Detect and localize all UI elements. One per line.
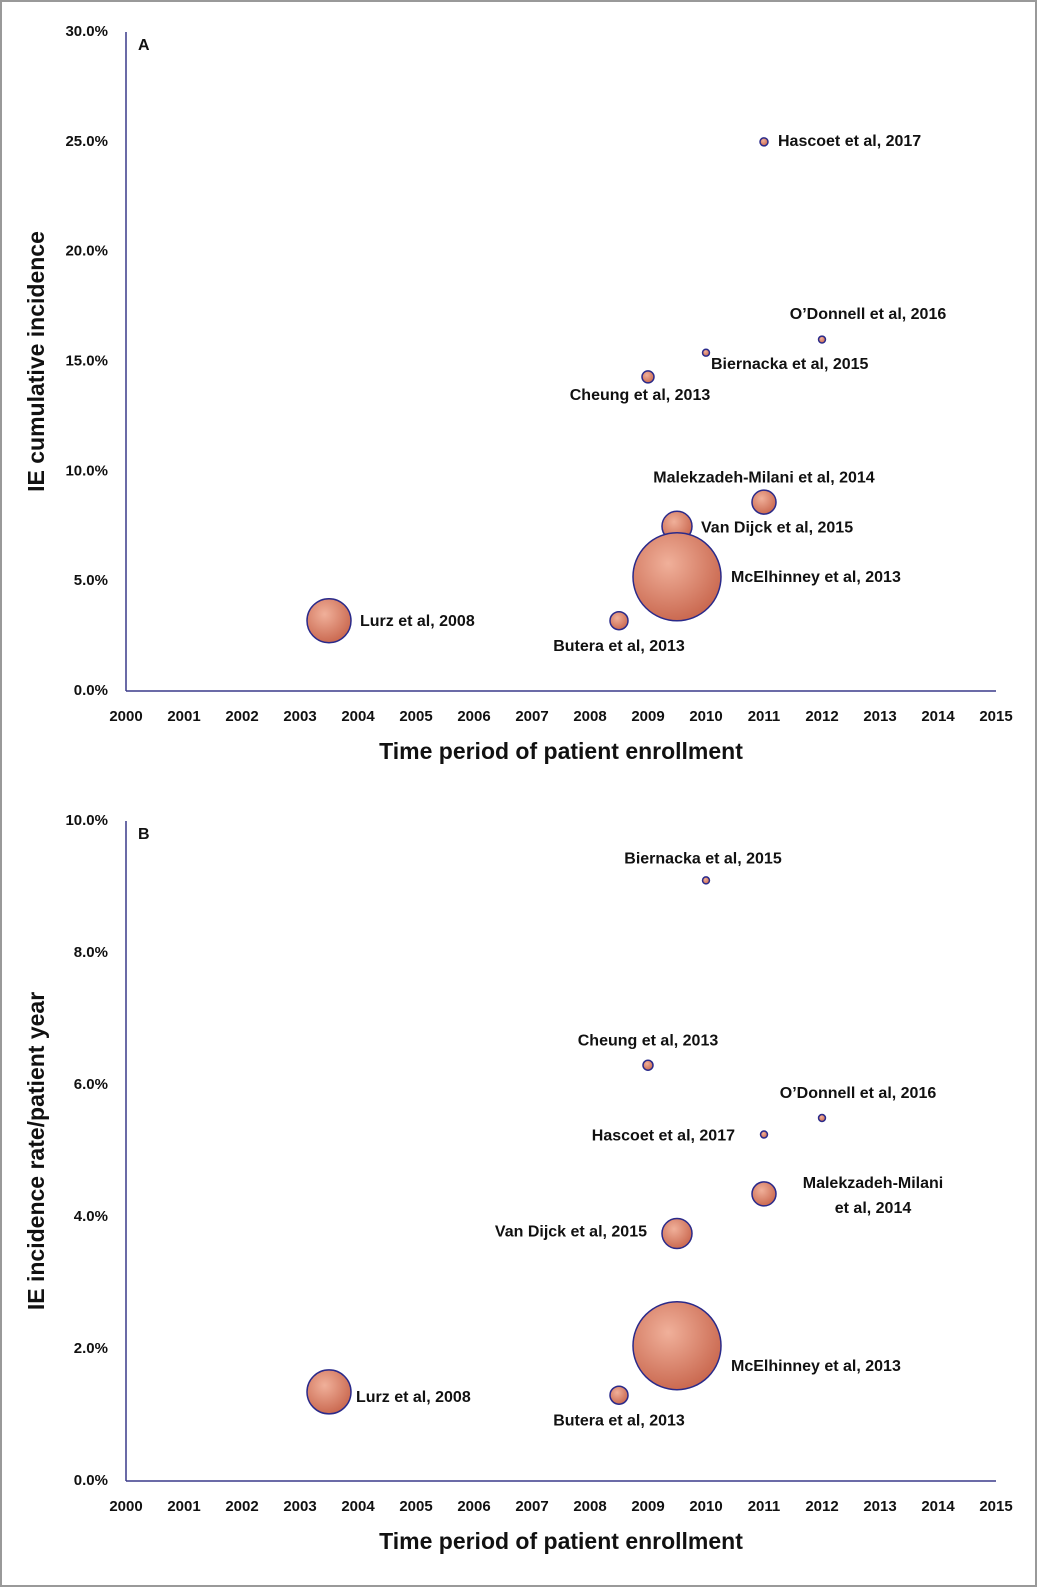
y-tick-label: 4.0% [74,1208,108,1225]
bubble [641,370,655,384]
point-label: Lurz et al, 2008 [356,1389,471,1406]
point-label: O’Donnell et al, 2016 [780,1085,937,1102]
point-label: Van Dijck et al, 2015 [495,1224,647,1241]
bubble [306,597,352,644]
x-tick-label: 2015 [979,1498,1012,1515]
x-tick-label: 2006 [457,1498,490,1515]
point-label: McElhinney et al, 2013 [731,1358,901,1375]
x-tick-label: 2009 [631,1498,664,1515]
bubble [701,348,711,357]
x-tick-label: 2001 [167,708,200,725]
y-tick-label: 10.0% [65,812,108,829]
x-axis-title: Time period of patient enrollment [379,1528,743,1554]
point-label: Biernacka et al, 2015 [624,851,782,868]
x-tick-label: 2009 [631,708,664,725]
y-tick-label: 8.0% [74,944,108,961]
x-tick-label: 2003 [283,1498,316,1515]
y-axis-title: IE cumulative incidence [23,231,49,492]
x-tick-label: 2000 [109,1498,142,1515]
y-tick-label: 30.0% [65,23,108,40]
bubble [751,1181,777,1207]
x-tick-label: 2001 [167,1498,200,1515]
bubble [642,1059,654,1071]
point-label: Lurz et al, 2008 [360,613,475,630]
x-tick-label: 2007 [515,1498,548,1515]
point-label: Malekzadeh-Milani [803,1175,943,1192]
x-tick-label: 2005 [399,708,432,725]
point-label: Biernacka et al, 2015 [711,356,869,373]
x-tick-label: 2015 [979,708,1012,725]
y-tick-label: 2.0% [74,1340,108,1357]
bubble [306,1369,352,1415]
x-tick-label: 2012 [805,708,838,725]
x-tick-label: 2014 [921,1498,955,1515]
point-label: McElhinney et al, 2013 [731,569,901,586]
y-tick-label: 20.0% [65,243,108,260]
x-tick-label: 2004 [341,708,375,725]
x-tick-label: 2010 [689,1498,722,1515]
point-label: Malekzadeh-Milani et al, 2014 [653,469,875,486]
y-tick-label: 5.0% [74,572,108,589]
bubble [751,489,777,515]
bubble [609,610,629,631]
point-label: et al, 2014 [835,1200,912,1217]
bubble [817,335,827,344]
panel-label: A [138,37,150,54]
x-tick-label: 2008 [573,708,606,725]
y-axis-title: IE incidence rate/patient year [23,992,49,1310]
y-tick-label: 6.0% [74,1076,108,1093]
y-tick-label: 25.0% [65,133,108,150]
x-tick-label: 2008 [573,1498,606,1515]
point-label: Butera et al, 2013 [553,1412,685,1429]
x-axis-title: Time period of patient enrollment [379,738,743,764]
bubble [661,1217,693,1250]
x-tick-label: 2013 [863,708,896,725]
bubble [701,876,711,885]
y-tick-label: 10.0% [65,462,108,479]
x-tick-label: 2000 [109,708,142,725]
point-label: Cheung et al, 2013 [578,1032,719,1049]
x-tick-label: 2013 [863,1498,896,1515]
point-label: O’Donnell et al, 2016 [790,306,947,323]
bubble [759,1130,769,1139]
x-tick-label: 2002 [225,708,258,725]
point-label: Cheung et al, 2013 [570,387,711,404]
x-tick-label: 2003 [283,708,316,725]
x-tick-label: 2002 [225,1498,258,1515]
point-label: Butera et al, 2013 [553,638,685,655]
x-tick-label: 2011 [748,1498,781,1515]
x-tick-label: 2014 [921,708,955,725]
y-tick-label: 0.0% [74,682,108,699]
bubble [759,137,769,147]
point-label: Van Dijck et al, 2015 [701,519,853,536]
x-tick-label: 2005 [399,1498,432,1515]
point-label: Hascoet et al, 2017 [778,133,921,150]
point-label: Hascoet et al, 2017 [592,1128,735,1145]
y-tick-label: 15.0% [65,352,108,369]
x-tick-label: 2006 [457,708,490,725]
x-tick-label: 2011 [748,708,781,725]
x-tick-label: 2010 [689,708,722,725]
bubble [609,1385,629,1405]
x-tick-label: 2004 [341,1498,375,1515]
x-tick-label: 2007 [515,708,548,725]
y-tick-label: 0.0% [74,1472,108,1489]
panel-label: B [138,826,150,843]
bubble [632,532,722,622]
x-tick-label: 2012 [805,1498,838,1515]
bubble [817,1113,827,1123]
bubble [632,1300,722,1391]
